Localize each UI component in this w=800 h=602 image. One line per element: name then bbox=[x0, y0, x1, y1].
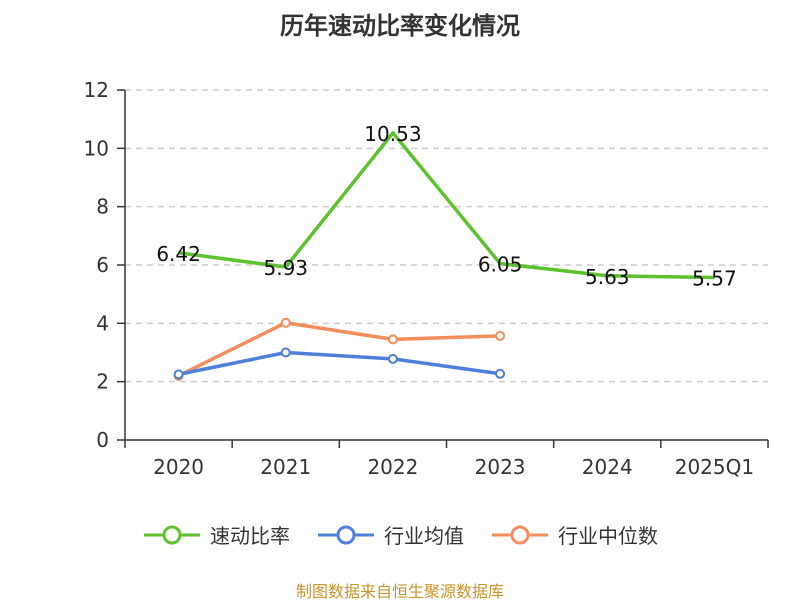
data-label: 6.42 bbox=[156, 242, 201, 266]
data-label: 10.53 bbox=[364, 122, 421, 146]
y-tick-label: 10 bbox=[84, 136, 109, 160]
axes: 0 2 4 6 8 10 12 2020 2021 2022 2023 2024 2025Q1 bbox=[84, 78, 769, 479]
data-point bbox=[495, 368, 506, 379]
series-line bbox=[178, 131, 715, 280]
x-tick-label: 2024 bbox=[582, 455, 633, 479]
data-point bbox=[280, 317, 291, 328]
legend-item-industry-mean[interactable]: 行业均值 bbox=[316, 520, 464, 549]
y-tick-label: 12 bbox=[84, 78, 109, 102]
data-point bbox=[173, 369, 184, 380]
y-tick-label: 2 bbox=[96, 370, 109, 394]
series-lines bbox=[173, 131, 715, 381]
source-note: 制图数据来自恒生聚源数据库 bbox=[295, 582, 504, 601]
x-tick-label: 2020 bbox=[153, 455, 204, 479]
series-line bbox=[177, 321, 501, 378]
x-tick-label: 2023 bbox=[475, 455, 526, 479]
x-tick-label: 2021 bbox=[260, 455, 311, 479]
chart-title: 历年速动比率变化情况 bbox=[280, 12, 520, 40]
legend-line-circle-icon bbox=[144, 525, 200, 544]
legend-item-industry-median[interactable]: 行业中位数 bbox=[490, 520, 658, 549]
legend-item-quick-ratio[interactable]: 速动比率 bbox=[142, 520, 290, 549]
x-tick-label: 2022 bbox=[367, 455, 418, 479]
y-tick-label: 0 bbox=[96, 428, 109, 452]
data-point bbox=[280, 347, 291, 358]
data-point bbox=[495, 330, 506, 341]
legend-label: 行业均值 bbox=[384, 524, 464, 548]
legend: 速动比率 行业均值 行业中位数 bbox=[0, 520, 800, 549]
legend-line-circle-icon bbox=[492, 525, 548, 544]
data-labels: 6.42 5.93 10.53 6.05 5.63 5.57 bbox=[156, 122, 736, 291]
x-tick-label: 2025Q1 bbox=[675, 455, 754, 479]
data-label: 5.57 bbox=[692, 267, 737, 291]
y-tick-label: 6 bbox=[96, 253, 109, 277]
grid-lines bbox=[125, 89, 768, 383]
y-tick-label: 4 bbox=[96, 311, 109, 335]
data-point bbox=[387, 334, 398, 345]
y-tick-label: 8 bbox=[96, 195, 109, 219]
data-label: 5.93 bbox=[263, 256, 308, 280]
legend-label: 速动比率 bbox=[210, 524, 290, 548]
data-label: 5.63 bbox=[585, 265, 630, 289]
legend-line-circle-icon bbox=[318, 525, 374, 544]
legend-label: 行业中位数 bbox=[558, 524, 658, 548]
data-point bbox=[387, 353, 398, 364]
data-label: 6.05 bbox=[478, 253, 523, 277]
series-line bbox=[178, 350, 501, 377]
